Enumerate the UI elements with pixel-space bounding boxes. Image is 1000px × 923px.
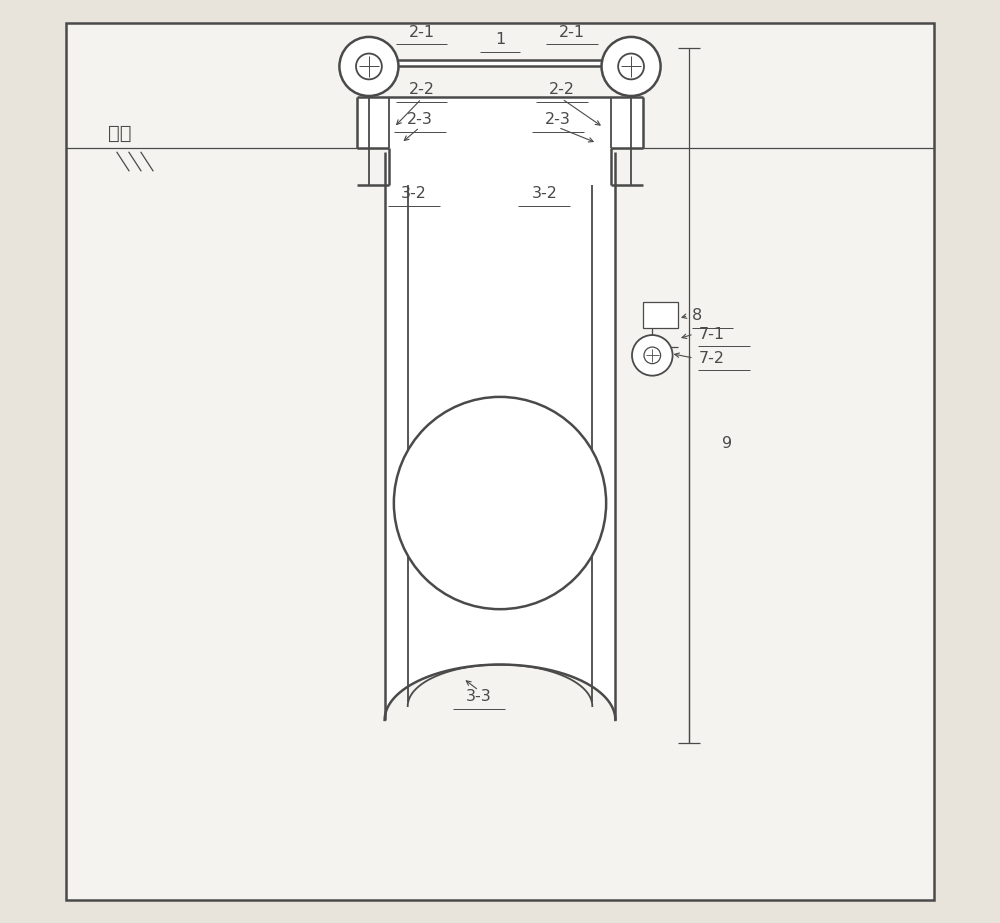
Text: 2-1: 2-1 bbox=[559, 25, 585, 40]
Circle shape bbox=[394, 397, 606, 609]
Text: 3-2: 3-2 bbox=[531, 186, 557, 201]
Circle shape bbox=[339, 37, 398, 96]
Text: 2-2: 2-2 bbox=[549, 82, 575, 97]
Circle shape bbox=[644, 347, 661, 364]
Text: 7-2: 7-2 bbox=[698, 351, 724, 366]
Text: 7-1: 7-1 bbox=[698, 327, 725, 342]
Polygon shape bbox=[357, 97, 643, 185]
Circle shape bbox=[602, 37, 661, 96]
Text: 2-2: 2-2 bbox=[409, 82, 435, 97]
Text: 2-1: 2-1 bbox=[408, 25, 435, 40]
Text: 2-3: 2-3 bbox=[407, 113, 433, 127]
Circle shape bbox=[356, 54, 382, 79]
Text: 3-3: 3-3 bbox=[466, 689, 492, 704]
Text: 8: 8 bbox=[692, 308, 702, 323]
Bar bbox=[369, 60, 631, 66]
Text: 1: 1 bbox=[495, 32, 505, 47]
Bar bbox=[643, 302, 678, 328]
Text: 3-2: 3-2 bbox=[401, 186, 427, 201]
Circle shape bbox=[632, 335, 673, 376]
Circle shape bbox=[618, 54, 644, 79]
Text: 2-3: 2-3 bbox=[545, 113, 571, 127]
Text: 地面: 地面 bbox=[108, 125, 131, 143]
Polygon shape bbox=[385, 152, 615, 720]
Text: 9: 9 bbox=[722, 436, 732, 450]
